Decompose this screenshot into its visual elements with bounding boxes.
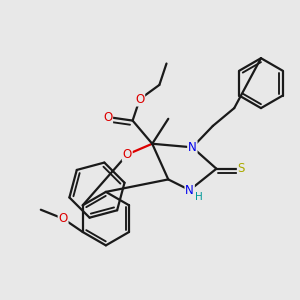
Text: O: O (103, 110, 112, 124)
Text: N: N (185, 184, 194, 196)
Text: H: H (195, 192, 203, 202)
Text: S: S (238, 162, 245, 175)
Text: O: O (58, 212, 68, 225)
Text: O: O (123, 148, 132, 161)
Text: O: O (135, 93, 144, 106)
Text: N: N (188, 141, 197, 154)
